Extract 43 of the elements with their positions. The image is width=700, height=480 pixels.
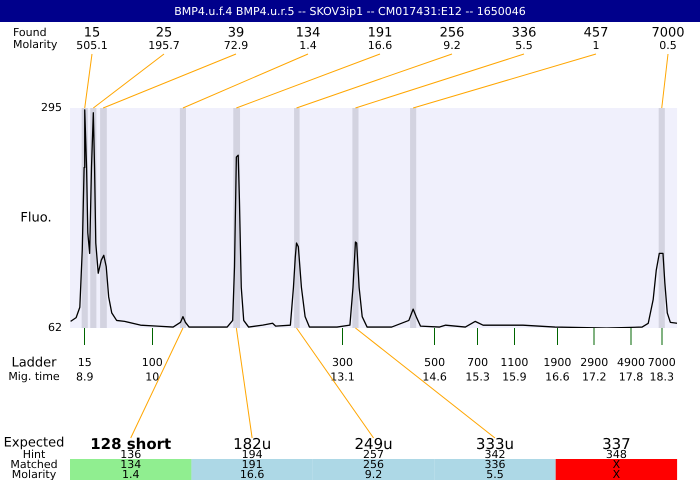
x-tick-label: 14.6 (422, 370, 447, 384)
text: 1100 (500, 356, 528, 369)
text: Expected (4, 435, 64, 450)
x-tick-label: 15.9 (502, 370, 527, 384)
text: Molarity (13, 38, 58, 51)
text: 4900 (617, 356, 646, 369)
x-tick-label: 13.1 (330, 370, 355, 384)
text: 300 (332, 356, 354, 369)
annotation: 457 1 (584, 25, 608, 52)
annotation: 134 1.4 (296, 25, 320, 52)
y-tick-label: 62 (48, 320, 62, 334)
text: 700 (467, 356, 488, 369)
annotation: 7000 0.5 (651, 25, 685, 52)
x-tick-label: 18.3 (650, 370, 674, 384)
x-tick-label: 17.8 (618, 370, 644, 384)
x-tick-label: 16.6 (545, 370, 570, 384)
annotation: 191 16.6 (368, 25, 392, 52)
y-axis-title: Fluo. (20, 210, 52, 226)
text: 1900 (543, 356, 572, 369)
text: 7000 (648, 356, 676, 369)
text: 100 (142, 356, 163, 369)
y-tick-label: 295 (41, 100, 62, 114)
text: Found (13, 26, 47, 39)
annotation: 25 195.7 (148, 25, 180, 52)
annotation: 336 5.5 (512, 25, 536, 52)
text: 2900 (580, 356, 608, 369)
text: 15 (78, 356, 92, 369)
text: Ladder (11, 355, 58, 370)
x-tick-label: 17.2 (582, 370, 606, 384)
chart-title: BMP4.u.f.4 BMP4.u.r.5 -- SKOV3ip1 -- CM017431:E12 -- 1650046 (0, 0, 700, 22)
annotation: 128 short 136 134 1.4 (90, 434, 172, 480)
annotation: 333u 342 336 5.5 (476, 434, 514, 480)
annotation: 182u 194 191 16.6 (233, 434, 272, 480)
x-axis-title: Mig. time (8, 370, 60, 383)
annotation: 249u 257 256 9.2 (354, 434, 393, 480)
x-tick-label: 8.9 (76, 370, 94, 384)
annotation: 39 72.9 (224, 25, 248, 52)
annotation: 256 9.2 (440, 25, 464, 52)
x-tick-label: 10 (145, 370, 160, 384)
annotation: 15 505.1 (76, 25, 108, 52)
x-tick-label: 15.3 (465, 370, 490, 384)
text: 500 (424, 356, 446, 369)
text: 337 348 X X (602, 434, 631, 480)
